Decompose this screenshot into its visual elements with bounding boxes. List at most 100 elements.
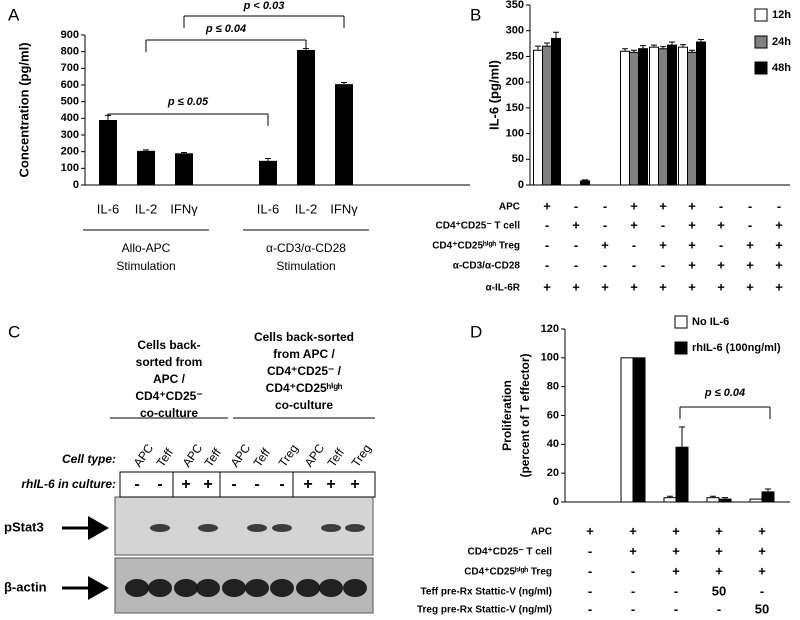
group-label: α-CD3/α-CD28 bbox=[266, 241, 346, 255]
y-tick-label: 50 bbox=[512, 153, 524, 165]
condition-mark: - bbox=[631, 583, 635, 598]
y-tick-label: 700 bbox=[61, 62, 79, 74]
y-tick-label: 350 bbox=[506, 0, 524, 11]
blot-header: co-culture bbox=[140, 406, 198, 420]
condition-mark: - bbox=[661, 257, 665, 272]
blot-header: sorted from bbox=[136, 355, 203, 369]
condition-mark: - bbox=[545, 217, 549, 232]
y-tick-label: 900 bbox=[61, 29, 79, 41]
bar bbox=[663, 497, 677, 503]
y-tick-label: 300 bbox=[506, 25, 524, 37]
condition-mark: + bbox=[586, 523, 594, 538]
band bbox=[150, 524, 170, 532]
y-tick-label: 0 bbox=[518, 179, 524, 191]
legend-label: No IL-6 bbox=[692, 316, 729, 328]
bar bbox=[335, 84, 353, 185]
x-tick-label: IL-6 bbox=[257, 201, 279, 216]
legend-label: 48h bbox=[772, 62, 791, 74]
bar bbox=[629, 51, 639, 186]
condition-label: α-IL-6R bbox=[486, 283, 521, 294]
y-axis-label: Concentration (pg/ml) bbox=[16, 42, 31, 177]
condition-mark: + bbox=[746, 257, 754, 272]
y-tick-label: 200 bbox=[61, 146, 79, 158]
condition-mark: + bbox=[717, 217, 725, 232]
panel-letter: D bbox=[470, 322, 482, 341]
condition-mark: - bbox=[748, 217, 752, 232]
bar bbox=[580, 180, 590, 186]
legend-swatch bbox=[754, 61, 768, 75]
bands bbox=[125, 524, 367, 597]
error-bar bbox=[710, 495, 716, 498]
band bbox=[222, 579, 246, 597]
y-tick-label: 500 bbox=[61, 96, 79, 108]
rhil6-mark: + bbox=[303, 476, 312, 493]
y-tick-label: 100 bbox=[541, 352, 559, 364]
condition-mark: - bbox=[574, 257, 578, 272]
y-tick-label: 100 bbox=[61, 162, 79, 174]
blot-header: Cells back- bbox=[137, 338, 200, 352]
bar bbox=[620, 50, 630, 186]
row-label: Cell type: bbox=[62, 452, 116, 466]
rhil6-mark: + bbox=[203, 476, 212, 493]
bar bbox=[649, 46, 659, 186]
y-tick-label: 800 bbox=[61, 46, 79, 58]
legend-swatch bbox=[674, 341, 688, 355]
condition-mark: - bbox=[748, 198, 752, 213]
condition-mark: + bbox=[601, 279, 609, 294]
condition-mark: + bbox=[572, 217, 580, 232]
error-bar bbox=[651, 44, 657, 48]
bar bbox=[761, 491, 775, 503]
lane-label: Teff bbox=[154, 445, 177, 469]
error-bar bbox=[660, 46, 666, 49]
condition-mark: + bbox=[629, 523, 637, 538]
rhil6-mark: + bbox=[326, 476, 335, 493]
condition-mark: - bbox=[717, 601, 721, 616]
condition-label: CD4⁺CD25ʰⁱᵍʰ Treg bbox=[432, 240, 520, 252]
blot-row-label: pStat3 bbox=[4, 519, 44, 534]
bar bbox=[632, 357, 646, 503]
rhil6-mark: - bbox=[157, 476, 162, 493]
condition-mark: + bbox=[758, 523, 766, 538]
condition-label: CD4⁺CD25⁻ T cell bbox=[436, 221, 521, 232]
condition-mark: - bbox=[631, 601, 635, 616]
x-tick-label: IL-6 bbox=[97, 201, 119, 216]
band bbox=[272, 524, 292, 532]
condition-mark: - bbox=[632, 257, 636, 272]
condition-mark: - bbox=[603, 257, 607, 272]
bar bbox=[678, 46, 688, 186]
blot-header: from APC / bbox=[273, 347, 335, 361]
x-tick-label: IL-2 bbox=[135, 201, 157, 216]
lane-label: APC bbox=[228, 441, 254, 470]
condition-mark: - bbox=[632, 237, 636, 252]
band bbox=[319, 579, 343, 597]
lane-label: Teff bbox=[202, 445, 225, 469]
bar bbox=[259, 160, 277, 185]
annotation: p ≤ 0.04 bbox=[205, 23, 246, 35]
blot-header: CD4⁺CD25ʰⁱᵍʰ bbox=[266, 381, 343, 395]
error-bar bbox=[640, 45, 646, 49]
error-bar bbox=[181, 152, 187, 154]
bar bbox=[297, 50, 315, 185]
condition-mark: + bbox=[543, 198, 551, 213]
condition-mark: + bbox=[715, 523, 723, 538]
band bbox=[174, 579, 198, 597]
condition-label: CD4⁺CD25⁻ T cell bbox=[468, 547, 553, 558]
condition-mark: - bbox=[574, 237, 578, 252]
condition-mark: + bbox=[758, 563, 766, 578]
band bbox=[198, 524, 218, 532]
error-bar bbox=[341, 82, 347, 85]
error-bar bbox=[679, 426, 685, 448]
blot-header: CD4⁺CD25⁻ bbox=[135, 389, 202, 403]
condition-label: Treg pre-Rx Stattic-V (ng/ml) bbox=[417, 605, 552, 616]
legend-swatch bbox=[754, 8, 768, 22]
condition-mark: - bbox=[545, 237, 549, 252]
bar bbox=[620, 357, 634, 503]
y-tick-label: 400 bbox=[61, 112, 79, 124]
y-axis-label: IL-6 (pg/ml) bbox=[486, 60, 501, 130]
band bbox=[245, 579, 269, 597]
y-tick-label: 250 bbox=[506, 50, 524, 62]
lane-label: APC bbox=[180, 441, 206, 470]
bar bbox=[696, 41, 706, 186]
lane-label: Treg bbox=[276, 442, 301, 470]
condition-mark: - bbox=[588, 583, 592, 598]
